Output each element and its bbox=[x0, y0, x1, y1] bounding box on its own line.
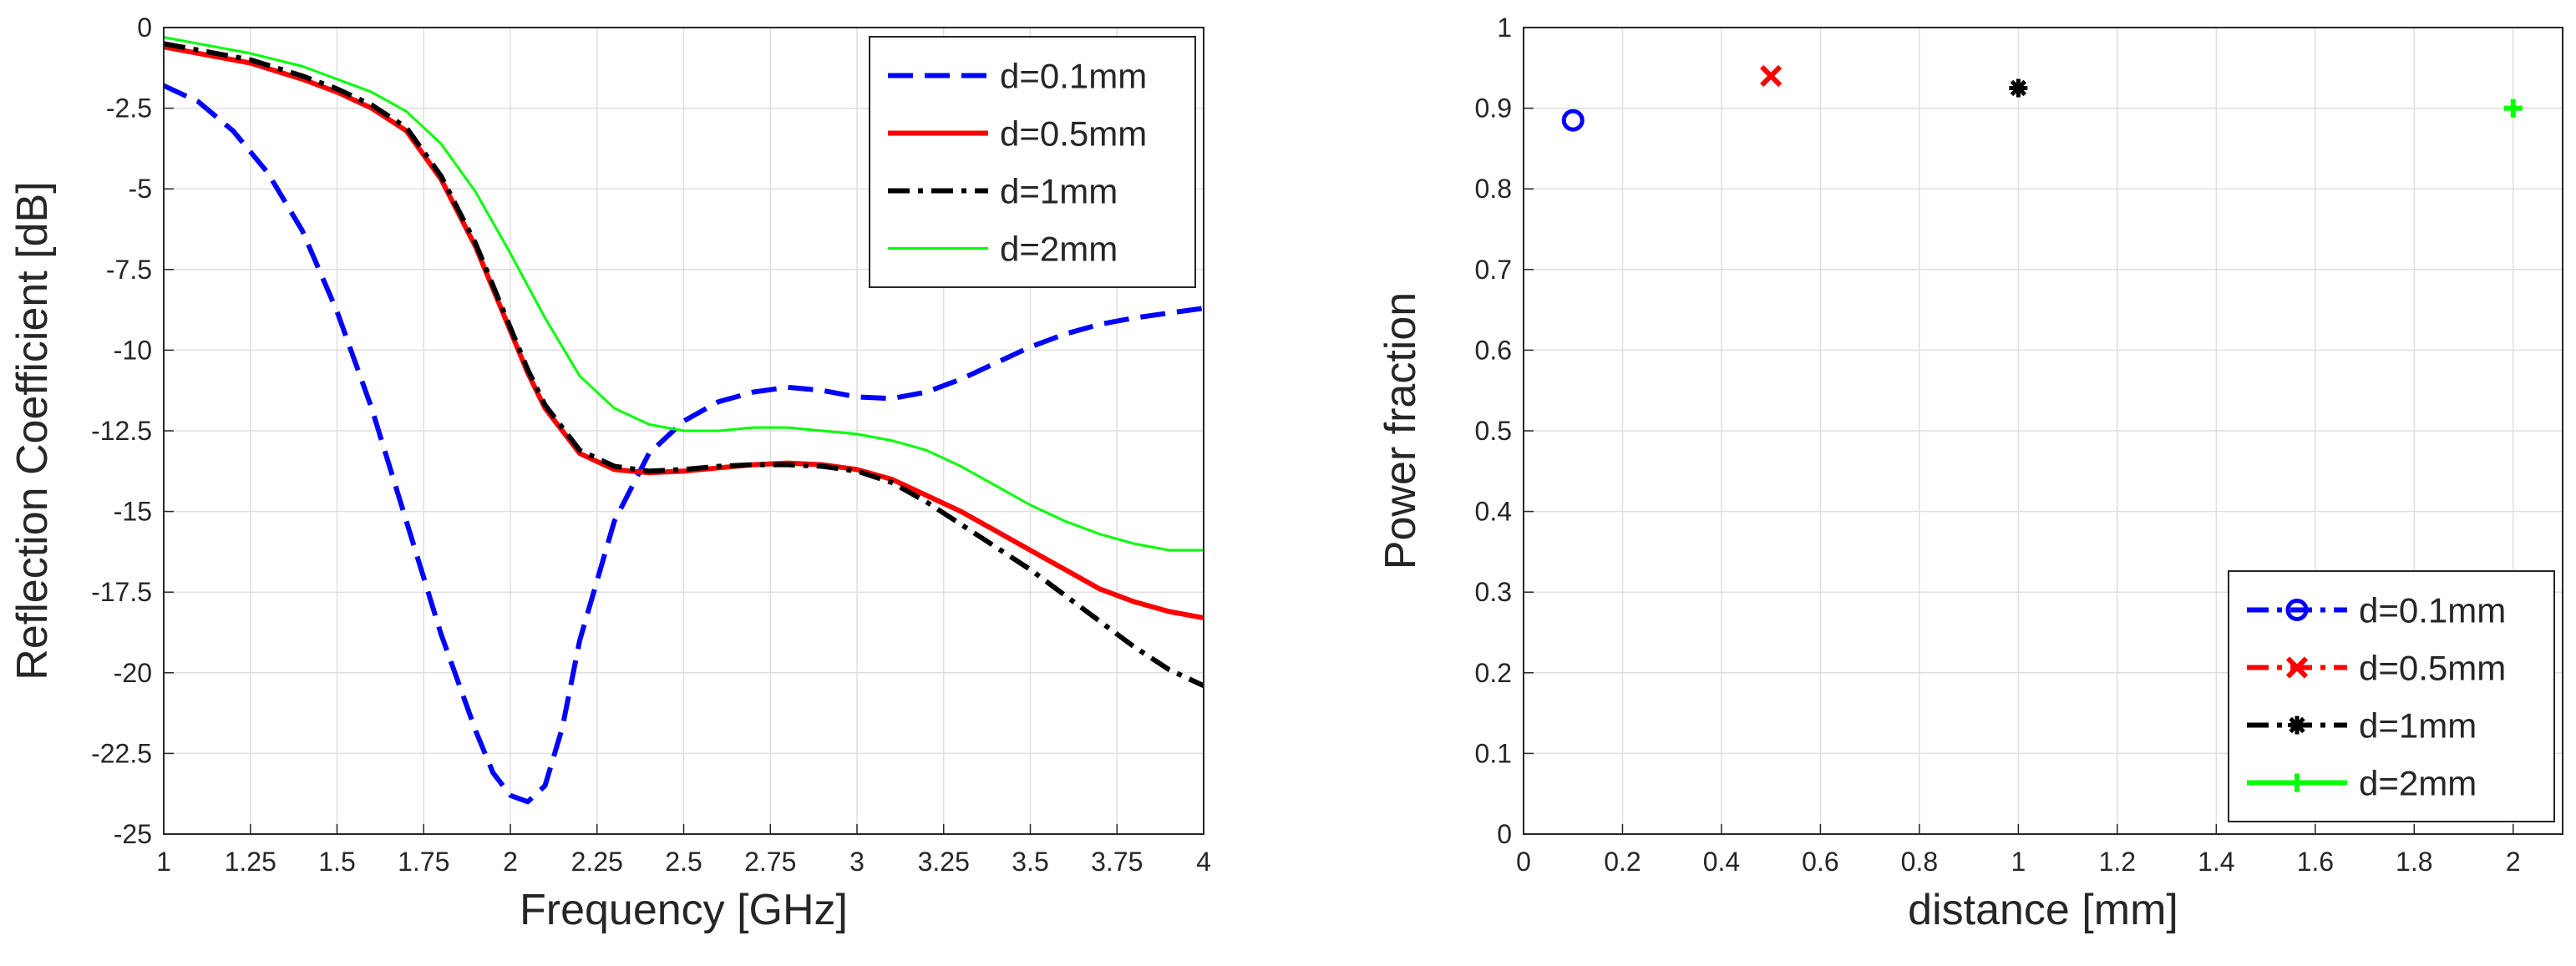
x-tick-label: 2.5 bbox=[665, 847, 702, 877]
data-point-2 bbox=[1760, 64, 1782, 88]
y-tick-label: -20 bbox=[114, 658, 152, 688]
legend-marker-1 bbox=[2285, 599, 2309, 621]
x-tick-label: 1.25 bbox=[225, 847, 276, 877]
legend-label-1: d=0.1mm bbox=[1000, 57, 1147, 96]
x-tick-label: 3.75 bbox=[1091, 847, 1143, 877]
x-tick-label: 3.25 bbox=[918, 847, 970, 877]
y-tick-label: -15 bbox=[114, 497, 152, 527]
legend-box bbox=[2228, 570, 2555, 822]
x-axis-label: Frequency [GHz] bbox=[520, 886, 848, 934]
chart-1: 1 1.25 1.5 1.75 2 2.25 2.5 2.75 3 3.25 3.5 3.75 4 0 -2… bbox=[8, 13, 1211, 934]
y-tick-label: 0 bbox=[1497, 819, 1512, 849]
x-tick-label: 1.4 bbox=[2198, 847, 2234, 877]
y-tick-label: 0.3 bbox=[1475, 577, 1512, 607]
series-line-2 bbox=[163, 44, 1204, 621]
axes-box bbox=[163, 27, 1204, 835]
x-tick-label: 0.8 bbox=[1901, 847, 1938, 877]
y-tick-label: -10 bbox=[114, 335, 152, 365]
y-tick-label: 0.8 bbox=[1475, 174, 1512, 204]
y-tick-label: -17.5 bbox=[91, 577, 152, 607]
y-tick-label: -25 bbox=[114, 819, 152, 849]
legend-label-3: d=1mm bbox=[2359, 706, 2477, 746]
series-line-4 bbox=[163, 36, 1204, 552]
x-tick-label: 1.5 bbox=[318, 847, 355, 877]
y-tick-label: -7.5 bbox=[106, 255, 152, 285]
y-tick-label: -2.5 bbox=[106, 94, 152, 124]
y-tick-label: -12.5 bbox=[91, 416, 152, 446]
x-tick-label: 4 bbox=[1196, 847, 1211, 877]
y-tick-label: -22.5 bbox=[91, 738, 152, 768]
data-point-1 bbox=[1561, 109, 1585, 132]
legend: d=0.1mm d=0.5mm d=1mm d=2mm bbox=[869, 36, 1196, 288]
y-tick-label: 0.4 bbox=[1475, 497, 1512, 527]
series-line-1 bbox=[162, 83, 1204, 805]
legend-box bbox=[869, 36, 1196, 288]
x-tick-label: 1 bbox=[2011, 847, 2026, 877]
x-tick-label: 0 bbox=[1516, 847, 1531, 877]
data-point-4 bbox=[2503, 99, 2523, 118]
x-tick-label: 1.8 bbox=[2396, 847, 2432, 877]
legend-marker-4 bbox=[2288, 773, 2306, 792]
y-tick-label: 0.7 bbox=[1475, 255, 1512, 285]
data-point-3 bbox=[2009, 78, 2028, 98]
x-tick-label: 2 bbox=[2506, 847, 2521, 877]
x-tick-label: 1.6 bbox=[2297, 847, 2334, 877]
y-tick-label: 0.6 bbox=[1475, 335, 1512, 365]
x-tick-label: 0.6 bbox=[1802, 847, 1838, 877]
y-tick-label: 0.9 bbox=[1475, 94, 1512, 124]
y-axis-label: Power fraction bbox=[1377, 292, 1425, 569]
legend-marker-3 bbox=[2288, 716, 2306, 735]
legend-label-4: d=2mm bbox=[2359, 764, 2477, 803]
x-tick-label: 0.4 bbox=[1703, 847, 1740, 877]
x-tick-label: 3.5 bbox=[1012, 847, 1048, 877]
legend-label-3: d=1mm bbox=[1000, 172, 1118, 211]
legend: d=0.1mm d=0.5mm d=1mm d=2mm bbox=[2228, 570, 2555, 822]
legend-label-2: d=0.5mm bbox=[1000, 114, 1147, 154]
series-line-3 bbox=[163, 41, 1205, 688]
x-tick-label: 0.2 bbox=[1604, 847, 1640, 877]
chart-2: 0 0.2 0.4 0.6 0.8 1 1.2 1.4 1.6 1.8 2 0 0.1 0.2 0.3 0.4… bbox=[1377, 13, 2563, 934]
y-tick-label: 0.1 bbox=[1475, 738, 1512, 768]
y-tick-label: -5 bbox=[129, 174, 152, 204]
x-tick-label: 2 bbox=[503, 847, 518, 877]
x-tick-label: 1.75 bbox=[398, 847, 449, 877]
legend-label-1: d=0.1mm bbox=[2359, 591, 2506, 630]
y-tick-label: 0 bbox=[137, 13, 152, 43]
x-tick-label: 1 bbox=[156, 847, 171, 877]
y-axis-label: Reflection Coefficient [dB] bbox=[8, 181, 57, 680]
x-tick-label: 1.2 bbox=[2099, 847, 2136, 877]
legend-marker-2 bbox=[2285, 656, 2309, 679]
y-tick-label: 0.5 bbox=[1475, 416, 1512, 446]
legend-label-2: d=0.5mm bbox=[2359, 649, 2506, 688]
x-tick-label: 2.25 bbox=[571, 847, 623, 877]
x-tick-label: 2.75 bbox=[744, 847, 796, 877]
axes-box bbox=[1523, 27, 2563, 835]
y-tick-label: 1 bbox=[1497, 13, 1512, 43]
x-axis-label: distance [mm] bbox=[1908, 886, 2178, 934]
x-tick-label: 3 bbox=[849, 847, 865, 877]
legend-label-4: d=2mm bbox=[1000, 230, 1118, 269]
y-tick-label: 0.2 bbox=[1475, 658, 1512, 688]
